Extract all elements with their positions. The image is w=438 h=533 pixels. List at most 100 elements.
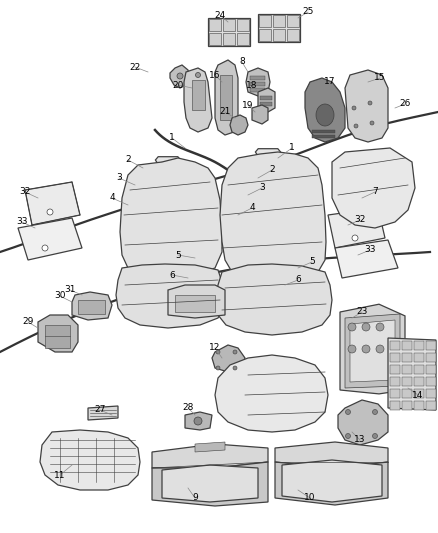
Polygon shape <box>212 345 245 372</box>
Text: 12: 12 <box>209 343 221 352</box>
Polygon shape <box>168 285 225 318</box>
Polygon shape <box>45 325 70 348</box>
Polygon shape <box>275 442 388 468</box>
Polygon shape <box>220 152 326 280</box>
Text: 9: 9 <box>192 494 198 503</box>
Polygon shape <box>388 338 436 410</box>
Polygon shape <box>25 182 80 225</box>
Polygon shape <box>162 465 258 502</box>
Text: 10: 10 <box>304 494 316 503</box>
Polygon shape <box>312 130 335 133</box>
Text: 11: 11 <box>54 471 66 480</box>
Polygon shape <box>335 240 398 278</box>
Circle shape <box>376 323 384 331</box>
Polygon shape <box>402 389 412 398</box>
Polygon shape <box>40 430 140 490</box>
Circle shape <box>346 433 350 439</box>
Circle shape <box>195 72 201 77</box>
Polygon shape <box>161 162 175 179</box>
Polygon shape <box>223 19 235 31</box>
Circle shape <box>194 417 202 425</box>
Text: 18: 18 <box>246 80 258 90</box>
Polygon shape <box>216 264 332 335</box>
Text: 3: 3 <box>116 174 122 182</box>
Polygon shape <box>237 19 249 31</box>
Polygon shape <box>215 60 238 135</box>
Text: 33: 33 <box>364 246 376 254</box>
Polygon shape <box>273 29 285 41</box>
Polygon shape <box>312 135 335 138</box>
Polygon shape <box>258 88 275 112</box>
Polygon shape <box>350 320 395 382</box>
Polygon shape <box>195 442 225 452</box>
Polygon shape <box>338 400 388 445</box>
Polygon shape <box>402 353 412 362</box>
Polygon shape <box>426 353 436 362</box>
Circle shape <box>233 366 237 370</box>
Text: 22: 22 <box>129 62 141 71</box>
Polygon shape <box>414 401 424 410</box>
Polygon shape <box>155 157 180 182</box>
Text: 32: 32 <box>19 188 31 197</box>
Polygon shape <box>426 401 436 410</box>
Polygon shape <box>237 33 249 45</box>
Circle shape <box>352 106 356 110</box>
Polygon shape <box>246 68 270 96</box>
Circle shape <box>372 409 378 415</box>
Polygon shape <box>390 389 400 398</box>
Polygon shape <box>390 353 400 362</box>
Polygon shape <box>192 80 205 110</box>
Polygon shape <box>426 389 436 398</box>
Polygon shape <box>259 15 271 27</box>
Circle shape <box>368 101 372 105</box>
Polygon shape <box>250 76 265 80</box>
Text: 21: 21 <box>219 108 231 117</box>
Polygon shape <box>152 462 268 506</box>
Text: 20: 20 <box>172 80 184 90</box>
Text: 6: 6 <box>169 271 175 279</box>
Text: 30: 30 <box>54 292 66 301</box>
Polygon shape <box>88 406 118 420</box>
Polygon shape <box>345 70 388 142</box>
Polygon shape <box>215 355 328 432</box>
Text: 19: 19 <box>242 101 254 109</box>
Text: 32: 32 <box>354 215 366 224</box>
Circle shape <box>376 345 384 353</box>
Polygon shape <box>72 292 112 320</box>
Circle shape <box>177 73 183 79</box>
Polygon shape <box>116 264 225 328</box>
Polygon shape <box>208 18 250 46</box>
Polygon shape <box>414 377 424 386</box>
Polygon shape <box>252 105 268 124</box>
Polygon shape <box>38 315 78 352</box>
Text: 14: 14 <box>412 391 424 400</box>
Polygon shape <box>152 444 268 468</box>
Circle shape <box>352 235 358 241</box>
Polygon shape <box>260 96 272 100</box>
Polygon shape <box>390 341 400 350</box>
Text: 8: 8 <box>239 58 245 67</box>
Polygon shape <box>184 68 212 132</box>
Polygon shape <box>414 365 424 374</box>
Polygon shape <box>426 377 436 386</box>
Polygon shape <box>414 341 424 350</box>
Circle shape <box>354 124 358 128</box>
Circle shape <box>372 433 378 439</box>
Text: 16: 16 <box>209 70 221 79</box>
Polygon shape <box>402 365 412 374</box>
Text: 4: 4 <box>109 193 115 203</box>
Polygon shape <box>260 102 272 106</box>
Polygon shape <box>78 300 105 314</box>
Polygon shape <box>120 158 222 278</box>
Polygon shape <box>175 295 215 312</box>
Circle shape <box>233 350 237 354</box>
Circle shape <box>362 345 370 353</box>
Circle shape <box>370 121 374 125</box>
Text: 2: 2 <box>269 166 275 174</box>
Circle shape <box>348 345 356 353</box>
Polygon shape <box>255 149 281 174</box>
Polygon shape <box>209 33 221 45</box>
Text: 6: 6 <box>295 276 301 285</box>
Ellipse shape <box>316 104 334 126</box>
Text: 31: 31 <box>64 286 76 295</box>
